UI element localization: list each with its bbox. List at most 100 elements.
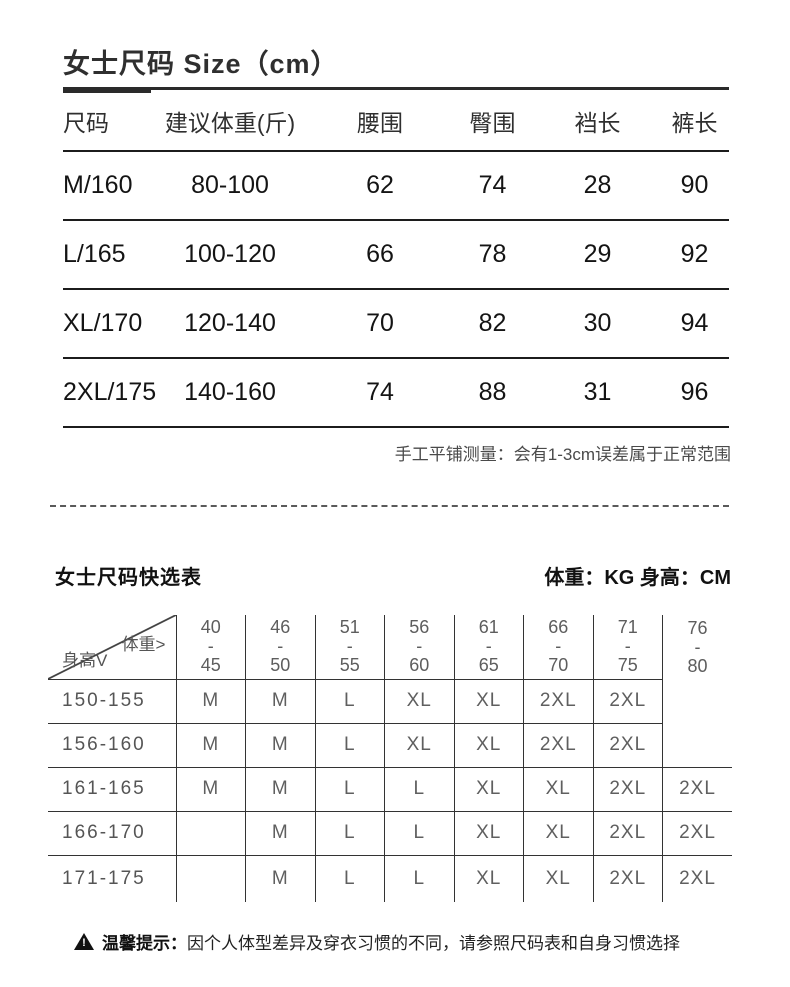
size-cell: M bbox=[245, 855, 315, 902]
hip-value: 78 bbox=[450, 220, 535, 290]
height-range-label: 156-160 bbox=[48, 723, 176, 768]
size-cell-empty bbox=[662, 679, 732, 723]
size-cell: 2XL bbox=[662, 855, 732, 902]
axis-corner-cell: 体重> 身高V bbox=[48, 615, 176, 680]
length-value: 92 bbox=[660, 220, 729, 290]
size-cell: XL bbox=[384, 723, 454, 768]
length-value: 90 bbox=[660, 151, 729, 221]
weight-range-header: 40 - 45 bbox=[175, 615, 246, 680]
quick-pick-table: 体重> 身高V 40 - 45 46 - 50 51 - 55 56 - 60 … bbox=[48, 615, 732, 902]
size-cell: XL bbox=[453, 723, 524, 768]
warning-triangle-icon: ! bbox=[74, 933, 94, 950]
warm-tip-notice: ! 温馨提示：因个人体型差异及穿衣习惯的不同，请参照尺码表和自身习惯选择 bbox=[74, 929, 680, 954]
size-cell: XL bbox=[523, 855, 593, 902]
size-cell: M bbox=[245, 767, 315, 812]
warning-exclamation-glyph: ! bbox=[82, 937, 86, 949]
col-header-length: 裤长 bbox=[660, 92, 729, 152]
hip-value: 74 bbox=[450, 151, 535, 221]
size-cell: M bbox=[245, 811, 315, 856]
size-cell: XL bbox=[523, 767, 593, 812]
notice-text: 因个人体型差异及穿衣习惯的不同，请参照尺码表和自身习惯选择 bbox=[187, 934, 680, 953]
waist-value: 74 bbox=[310, 358, 450, 428]
size-cell: L bbox=[314, 767, 385, 812]
weight-range-header: 56 - 60 bbox=[384, 615, 454, 680]
size-cell: 2XL bbox=[662, 767, 732, 812]
size-row-2xl: 2XL/175 140-160 74 88 31 96 bbox=[63, 358, 729, 428]
col-header-crotch: 裆长 bbox=[535, 92, 660, 152]
size-cell: 2XL bbox=[592, 855, 663, 902]
weight-range-header: 51 - 55 bbox=[314, 615, 385, 680]
hip-value: 88 bbox=[450, 358, 535, 428]
title-underline-thick bbox=[63, 87, 151, 93]
notice-label: 温馨提示： bbox=[102, 934, 187, 953]
height-axis-label: 身高V bbox=[62, 650, 108, 670]
size-label: M/160 bbox=[63, 151, 150, 221]
weight-range-header: 61 - 65 bbox=[453, 615, 524, 680]
size-cell: M bbox=[245, 723, 315, 768]
quick-table-header: 女士尺码快选表 体重：KG 身高：CM bbox=[55, 561, 731, 590]
size-table-header-row: 尺码 建议体重(斤) 腰围 臀围 裆长 裤长 bbox=[63, 92, 729, 152]
waist-value: 66 bbox=[310, 220, 450, 290]
size-cell: L bbox=[314, 679, 385, 724]
size-cell: XL bbox=[384, 679, 454, 724]
weight-range-header: 71 - 75 bbox=[592, 615, 663, 680]
page-title: 女士尺码 Size（cm） bbox=[63, 49, 339, 79]
col-header-weight: 建议体重(斤) bbox=[150, 92, 310, 152]
quick-table-title: 女士尺码快选表 bbox=[55, 567, 202, 589]
quick-row-150-155: 150-155 M M L XL XL 2XL 2XL bbox=[48, 679, 732, 724]
col-header-hip: 臀围 bbox=[450, 92, 535, 152]
size-cell-empty bbox=[175, 811, 246, 856]
weight-range-header: 46 - 50 bbox=[245, 615, 315, 680]
size-cell: 2XL bbox=[592, 811, 663, 856]
hip-value: 82 bbox=[450, 289, 535, 359]
size-cell: M bbox=[245, 679, 315, 724]
measurement-size-table: 尺码 建议体重(斤) 腰围 臀围 裆长 裤长 M/160 80-100 62 7… bbox=[63, 92, 729, 428]
size-cell: XL bbox=[523, 811, 593, 856]
size-cell: 2XL bbox=[592, 767, 663, 812]
length-value: 94 bbox=[660, 289, 729, 359]
size-cell: XL bbox=[453, 811, 524, 856]
quick-row-171-175: 171-175 M L L XL XL 2XL 2XL bbox=[48, 855, 732, 902]
size-cell: 2XL bbox=[523, 723, 593, 768]
size-cell: 2XL bbox=[592, 679, 663, 724]
size-cell: M bbox=[175, 679, 246, 724]
size-cell: L bbox=[314, 811, 385, 856]
weight-value: 80-100 bbox=[150, 151, 310, 221]
weight-value: 140-160 bbox=[150, 358, 310, 428]
size-row-xl: XL/170 120-140 70 82 30 94 bbox=[63, 289, 729, 359]
size-cell: XL bbox=[453, 855, 524, 902]
quick-row-161-165: 161-165 M M L L XL XL 2XL 2XL bbox=[48, 767, 732, 812]
waist-value: 70 bbox=[310, 289, 450, 359]
size-label: XL/170 bbox=[63, 289, 150, 359]
weight-range-header: 76 - 80 bbox=[662, 615, 732, 679]
height-range-label: 161-165 bbox=[48, 767, 176, 812]
size-cell: XL bbox=[453, 767, 524, 812]
size-cell: M bbox=[175, 767, 246, 812]
title-underline bbox=[63, 87, 729, 93]
weight-range-header: 66 - 70 bbox=[523, 615, 593, 680]
crotch-value: 31 bbox=[535, 358, 660, 428]
col-header-waist: 腰围 bbox=[310, 92, 450, 152]
crotch-value: 30 bbox=[535, 289, 660, 359]
length-value: 96 bbox=[660, 358, 729, 428]
quick-row-156-160: 156-160 M M L XL XL 2XL 2XL bbox=[48, 723, 732, 768]
measurement-footnote: 手工平铺测量：会有1-3cm误差属于正常范围 bbox=[394, 445, 731, 464]
size-cell: XL bbox=[453, 679, 524, 724]
size-cell-empty bbox=[662, 723, 732, 768]
size-label: L/165 bbox=[63, 220, 150, 290]
height-range-label: 150-155 bbox=[48, 679, 176, 724]
title-underline-thin bbox=[63, 87, 729, 90]
size-cell: 2XL bbox=[523, 679, 593, 724]
size-cell: L bbox=[314, 723, 385, 768]
crotch-value: 29 bbox=[535, 220, 660, 290]
quick-row-166-170: 166-170 M L L XL XL 2XL 2XL bbox=[48, 811, 732, 856]
size-cell: L bbox=[384, 855, 454, 902]
crotch-value: 28 bbox=[535, 151, 660, 221]
height-range-label: 171-175 bbox=[62, 867, 146, 889]
size-cell: 2XL bbox=[592, 723, 663, 768]
col-header-size: 尺码 bbox=[63, 92, 150, 152]
dashed-divider bbox=[50, 505, 729, 507]
height-range-label: 166-170 bbox=[48, 811, 176, 856]
size-cell: L bbox=[384, 767, 454, 812]
